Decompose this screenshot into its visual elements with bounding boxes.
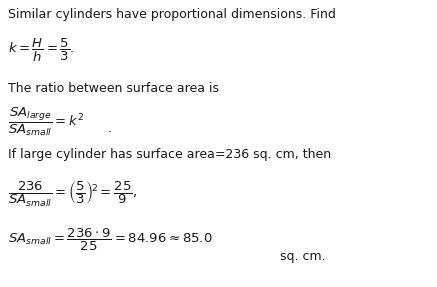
Text: $SA_{small} = \dfrac{236 \cdot 9}{25} = 84.96 \approx 85.0$: $SA_{small} = \dfrac{236 \cdot 9}{25} = … — [8, 227, 212, 253]
Text: Similar cylinders have proportional dimensions. Find: Similar cylinders have proportional dime… — [8, 8, 336, 21]
Text: sq. cm.: sq. cm. — [280, 250, 326, 263]
Text: .: . — [108, 122, 112, 135]
Text: $\dfrac{SA_{large}}{SA_{small}} = k^2$: $\dfrac{SA_{large}}{SA_{small}} = k^2$ — [8, 106, 84, 138]
Text: If large cylinder has surface area=236 sq. cm, then: If large cylinder has surface area=236 s… — [8, 148, 331, 161]
Text: The ratio between surface area is: The ratio between surface area is — [8, 82, 219, 95]
Text: $\dfrac{236}{SA_{small}} = \left(\dfrac{5}{3}\right)^{\!2} = \dfrac{25}{9},$: $\dfrac{236}{SA_{small}} = \left(\dfrac{… — [8, 179, 137, 209]
Text: $k = \dfrac{H}{h} = \dfrac{5}{3}.$: $k = \dfrac{H}{h} = \dfrac{5}{3}.$ — [8, 36, 75, 63]
